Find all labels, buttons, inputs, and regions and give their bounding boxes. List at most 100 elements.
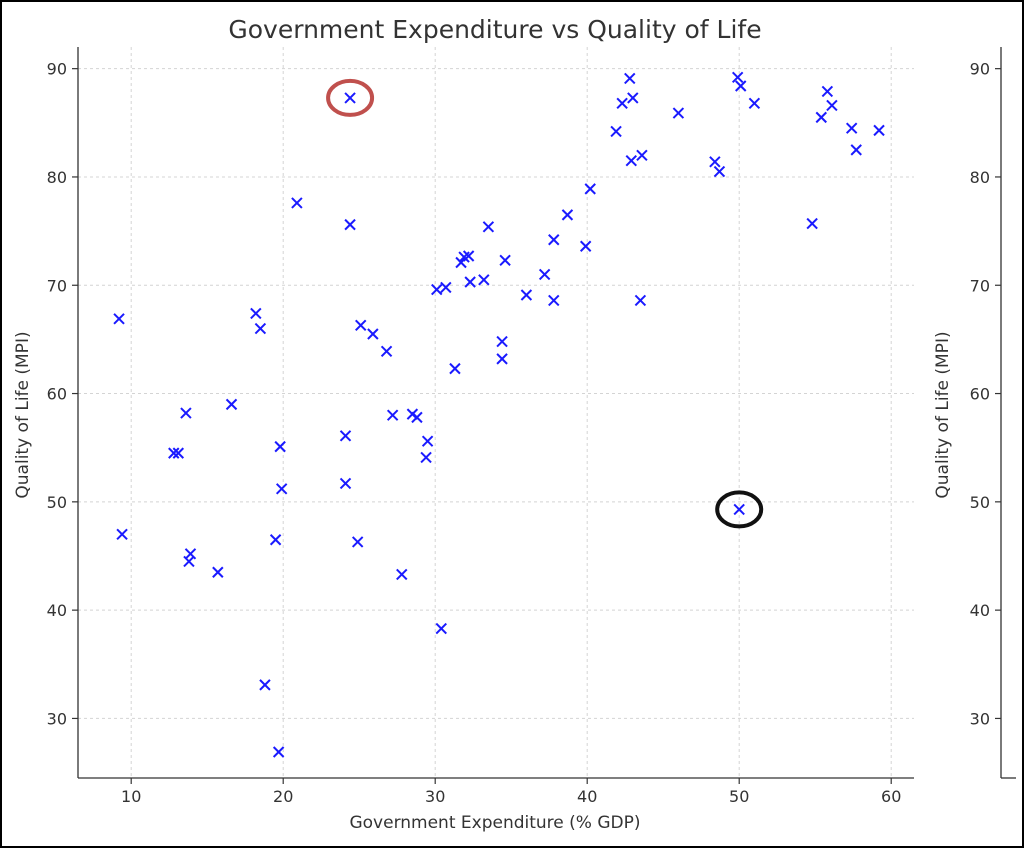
data-point-stroke (579, 240, 592, 252)
data-point-stroke (355, 319, 367, 332)
data-point (355, 319, 367, 332)
data-point-stroke (259, 679, 271, 691)
data-point (272, 746, 285, 758)
data-point-stroke (344, 92, 356, 104)
data-point-stroke (420, 451, 432, 464)
data-point (748, 97, 761, 110)
data-point-stroke (184, 548, 197, 560)
data-point-stroke (421, 435, 434, 447)
data-point-stroke (180, 407, 192, 419)
data-point-stroke (850, 144, 862, 156)
data-point (431, 283, 443, 296)
data-point (435, 622, 447, 635)
data-point (462, 250, 475, 262)
data-point-stroke (713, 165, 726, 178)
data-point (367, 328, 379, 340)
data-point-stroke (610, 125, 622, 138)
secondary-y-tick-label: 50 (970, 493, 990, 512)
data-point (806, 217, 818, 230)
data-point-stroke (275, 483, 288, 495)
data-point (733, 503, 745, 516)
data-point-stroke (627, 92, 639, 104)
data-point-stroke (274, 440, 286, 453)
data-point (421, 435, 434, 447)
data-point (636, 149, 648, 162)
data-point (538, 268, 551, 281)
data-point-stroke (116, 528, 128, 541)
data-point (624, 72, 636, 85)
axes (72, 47, 914, 784)
secondary-y-tick-label: 60 (970, 385, 990, 404)
data-point-stroke (616, 97, 628, 110)
secondary-y-tick-label: 30 (970, 709, 990, 728)
data-point (225, 398, 238, 411)
data-point (275, 483, 288, 495)
secondary-y-tick-label: 90 (970, 60, 990, 79)
data-point (627, 92, 639, 104)
highlight-circles (326, 78, 764, 529)
data-point (212, 566, 224, 578)
data-point (826, 99, 838, 112)
data-point-stroke (634, 294, 647, 307)
data-point (672, 107, 685, 119)
data-point (339, 430, 352, 442)
data-point-stroke (183, 555, 195, 568)
data-point (579, 240, 592, 252)
y-tick-label: 90 (47, 60, 67, 79)
data-point (344, 218, 356, 231)
data-point-stroke (624, 72, 636, 85)
y-tick-label: 60 (47, 385, 67, 404)
data-point (548, 294, 560, 307)
data-point (291, 197, 303, 209)
data-point-stroke (344, 218, 356, 231)
data-point (386, 409, 399, 421)
data-point-stroke (538, 268, 551, 281)
data-point-stroke (272, 746, 285, 758)
data-point-stroke (440, 281, 452, 294)
data-point-stroke (748, 97, 761, 110)
data-point-stroke (548, 234, 560, 246)
data-point-stroke (172, 447, 185, 459)
data-point-stroke (636, 149, 648, 162)
data-point (873, 124, 885, 137)
data-point (254, 322, 267, 335)
y-tick-label: 50 (47, 493, 67, 512)
data-point (250, 307, 262, 320)
data-point (634, 294, 647, 307)
data-point (440, 281, 452, 294)
data-point (496, 353, 508, 365)
data-point-stroke (225, 398, 238, 411)
data-point (351, 536, 364, 548)
data-point (815, 111, 827, 124)
y-tick-label: 30 (47, 709, 67, 728)
data-point-stroke (449, 362, 461, 375)
data-point (520, 289, 533, 301)
y-tick-label: 80 (47, 168, 67, 187)
data-point-stroke (168, 447, 180, 459)
data-point (482, 221, 495, 233)
data-point (478, 274, 490, 286)
data-point-stroke (462, 250, 475, 262)
data-point-stroke (496, 353, 508, 365)
data-point-stroke (396, 568, 408, 581)
data-point (850, 144, 862, 156)
data-point-stroke (435, 622, 447, 635)
data-point-stroke (821, 85, 834, 98)
data-point (735, 80, 747, 92)
data-point (449, 362, 461, 375)
data-point-stroke (815, 111, 827, 124)
data-point (561, 209, 574, 221)
data-point-stroke (431, 283, 443, 296)
secondary-y-axis: 30 40 50 60 70 80 90 (970, 47, 1016, 779)
x-axis-label: Government Expenditure (% GDP) (349, 813, 640, 833)
data-point (584, 183, 596, 195)
data-point-stroke (367, 328, 379, 340)
data-point (274, 440, 286, 453)
data-point-stroke (351, 536, 364, 548)
data-point (713, 165, 726, 178)
data-point-stroke (339, 430, 352, 442)
data-point-stroke (478, 274, 490, 286)
data-point (180, 407, 192, 419)
